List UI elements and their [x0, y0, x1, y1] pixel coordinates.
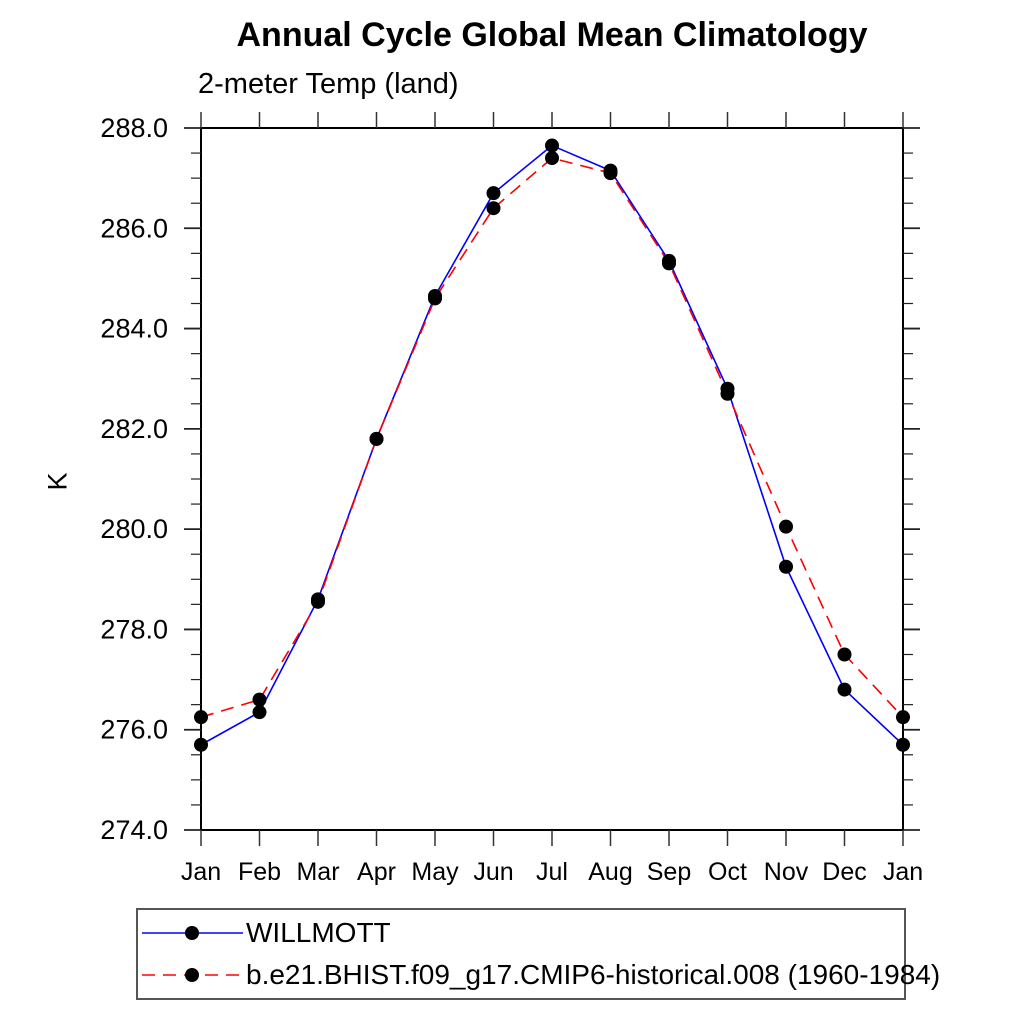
x-tick-label: Mar — [296, 858, 339, 886]
data-point-series1-10 — [779, 519, 793, 534]
data-point-series1-4 — [428, 291, 442, 306]
y-tick-label: 280.0 — [100, 514, 168, 544]
x-tick-label: Jan — [181, 858, 221, 886]
x-tick-label: Oct — [708, 858, 747, 886]
data-point-series1-9 — [720, 386, 735, 401]
y-tick-label: 274.0 — [100, 815, 168, 845]
legend-item: WILLMOTT — [138, 912, 904, 954]
data-point-series1-3 — [369, 431, 384, 446]
data-point-series1-6 — [545, 151, 559, 166]
y-tick-label: 282.0 — [100, 414, 168, 444]
chart-subtitle: 2-meter Temp (land) — [198, 68, 459, 100]
data-point-series0-5 — [486, 186, 501, 201]
data-point-series1-0 — [194, 710, 208, 725]
y-tick-label: 286.0 — [100, 213, 168, 243]
chart-title: Annual Cycle Global Mean Climatology — [236, 16, 868, 54]
legend-label: b.e21.BHIST.f09_g17.CMIP6-historical.008… — [246, 959, 941, 990]
data-point-series1-5 — [486, 201, 501, 216]
legend-item: b.e21.BHIST.f09_g17.CMIP6-historical.008… — [138, 954, 940, 996]
data-point-series1-7 — [603, 166, 618, 181]
data-point-series0-11 — [837, 682, 852, 697]
x-tick-label: Sep — [647, 858, 691, 886]
data-point-series0-0 — [194, 737, 208, 752]
plot-frame — [200, 127, 904, 831]
legend-marker-dot — [185, 968, 199, 982]
series-line-1 — [200, 157, 904, 718]
legend-line-sample — [142, 926, 243, 940]
y-tick-label: 284.0 — [100, 314, 168, 344]
y-tick-label: 288.0 — [100, 113, 168, 143]
legend-marker-dot — [185, 926, 199, 940]
data-point-series0-6 — [545, 138, 559, 153]
x-tick-label: May — [411, 858, 459, 886]
x-tick-label: Apr — [357, 858, 396, 886]
x-tick-label: Dec — [822, 858, 866, 886]
x-tick-label: Aug — [588, 858, 632, 886]
data-point-series1-1 — [252, 692, 267, 707]
y-tick-label: 276.0 — [100, 715, 168, 745]
x-tick-label: Feb — [238, 858, 281, 886]
data-point-series1-8 — [662, 256, 676, 271]
legend-line-sample — [142, 968, 243, 982]
data-point-series0-10 — [779, 559, 793, 574]
y-tick-label: 278.0 — [100, 614, 168, 644]
x-tick-label: Jul — [536, 858, 568, 886]
series-line-0 — [200, 144, 904, 746]
data-point-series1-2 — [311, 594, 325, 609]
data-point-series0-1 — [252, 705, 267, 720]
legend: WILLMOTT b.e21.BHIST.f09_g17.CMIP6-histor… — [136, 908, 940, 1000]
x-tick-label: Jan — [883, 858, 923, 886]
x-tick-label: Nov — [764, 858, 809, 886]
data-point-series1-12 — [896, 710, 910, 725]
data-point-series1-11 — [837, 647, 852, 662]
data-point-series0-12 — [896, 737, 910, 752]
legend-label: WILLMOTT — [246, 917, 391, 948]
x-tick-label: Jun — [473, 858, 513, 886]
